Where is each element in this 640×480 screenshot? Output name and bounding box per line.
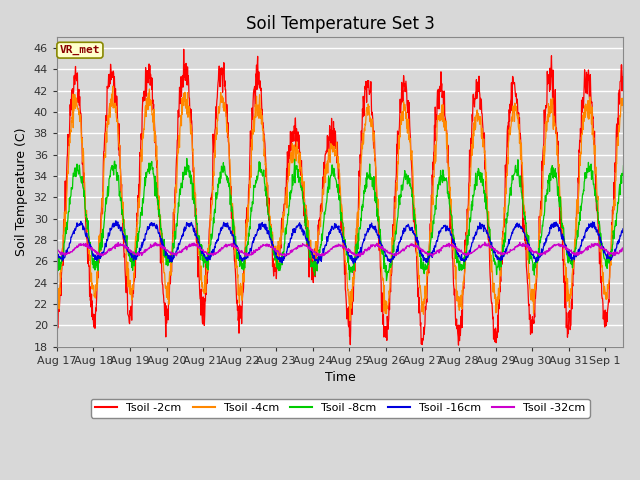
Title: Soil Temperature Set 3: Soil Temperature Set 3 [246,15,435,33]
X-axis label: Time: Time [324,372,356,384]
Text: VR_met: VR_met [60,45,100,55]
Y-axis label: Soil Temperature (C): Soil Temperature (C) [15,128,28,256]
Legend: Tsoil -2cm, Tsoil -4cm, Tsoil -8cm, Tsoil -16cm, Tsoil -32cm: Tsoil -2cm, Tsoil -4cm, Tsoil -8cm, Tsoi… [91,399,589,418]
